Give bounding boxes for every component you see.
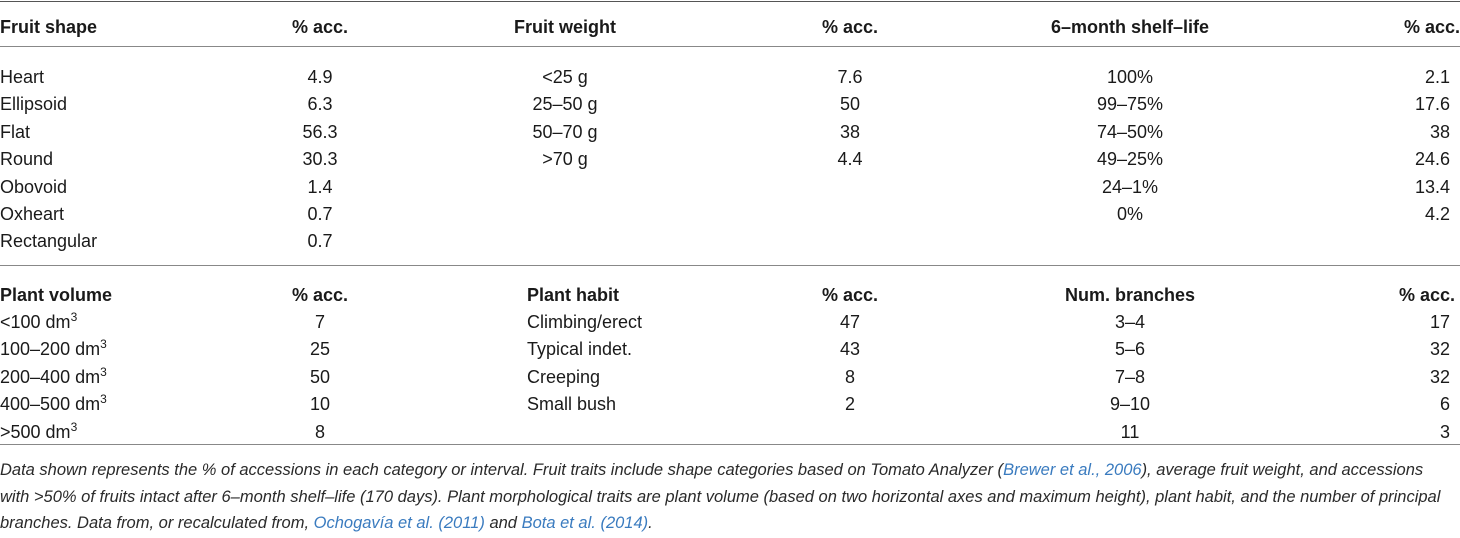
table-cell-weight: >70 g — [542, 149, 588, 170]
table-cell-percent-2: 8 — [844, 366, 855, 387]
table-cell-attribute: Ellipsoid — [0, 94, 68, 115]
table-cell-percent-3: 6 — [1439, 394, 1450, 415]
footnote-ref-ochogavia[interactable]: Ochogavía et al. (2011) — [313, 514, 485, 532]
table-cell-percent-3: 32 — [1429, 366, 1450, 387]
table-cell-percent-1: 25 — [309, 339, 331, 360]
table-cell-percent-1: 6.3 — [307, 94, 333, 115]
cell-unit-exponent: 3 — [70, 310, 78, 324]
cell-unit-base: <100 dm — [0, 312, 71, 332]
table-cell-attribute: Round — [0, 149, 54, 170]
table-top-rule — [0, 1, 1460, 2]
table-cell-branches: 11 — [1120, 421, 1140, 442]
cell-unit-base: 100–200 dm — [0, 339, 101, 360]
column-header-habit: Plant habit — [527, 285, 620, 305]
table-bottom-rule — [0, 444, 1460, 445]
column-header-percent-1: % acc. — [291, 285, 349, 305]
table-cell-shelf-life: 100% — [1106, 67, 1154, 87]
table-cell-habit: Creeping — [527, 366, 601, 387]
table-cell-habit: Typical indet. — [527, 339, 633, 360]
table-cell-percent-2: 43 — [839, 339, 861, 360]
table-cell-percent-1: 7 — [314, 312, 325, 332]
column-header-weight: Fruit weight — [514, 17, 616, 37]
footnote-ref-bota[interactable]: Bota et al. (2014) — [521, 514, 649, 532]
table-cell-percent-1: 4.9 — [307, 67, 333, 87]
footnote-text-3: and — [484, 514, 522, 532]
footnote-text-2: ), average fruit weight, and accessions … — [0, 461, 1441, 532]
table-cell-percent-1: 8 — [314, 421, 325, 442]
table-cell-weight: <25 g — [542, 67, 588, 87]
table-cell-volume: >500 dm3 — [0, 421, 220, 443]
table-cell-percent-1: 1.4 — [307, 176, 333, 197]
cell-unit-exponent: 3 — [100, 337, 107, 352]
table-cell-percent-3: 2.1 — [1424, 67, 1450, 87]
table-cell-volume: 100–200 dm3 — [0, 338, 220, 360]
column-header-percent-3: % acc. — [1403, 17, 1460, 37]
table-cell-shelf-life: 0% — [1116, 204, 1143, 224]
table-cell-percent-3: 17 — [1429, 312, 1450, 332]
table-cell-percent-3: 38 — [1429, 121, 1450, 142]
table-cell-branches: 7–8 — [1114, 366, 1146, 387]
table-cell-percent-1: 56.3 — [302, 121, 338, 142]
table-cell-habit: Small bush — [527, 394, 617, 415]
column-header-percent-1: % acc. — [291, 17, 349, 37]
table-cell-volume: 200–400 dm3 — [0, 366, 220, 388]
table-cell-attribute: Oxheart — [0, 204, 65, 224]
footnote-ref-brewer[interactable]: Brewer et al., 2006 — [1003, 461, 1142, 479]
table-cell-percent-3: 4.2 — [1424, 204, 1450, 224]
header-rule — [0, 46, 1460, 47]
cell-unit-base: >500 dm — [0, 421, 71, 442]
table-cell-volume: 400–500 dm3 — [0, 393, 220, 415]
cell-unit-base: 200–400 dm — [0, 366, 101, 387]
table-cell-branches: 3–4 — [1114, 312, 1146, 332]
table-cell-percent-1: 30.3 — [302, 149, 338, 170]
table-cell-shelf-life: 24–1% — [1101, 176, 1159, 197]
table-cell-volume: <100 dm3 — [0, 311, 220, 333]
table-cell-shelf-life: 49–25% — [1096, 149, 1164, 170]
table-cell-shelf-life: 74–50% — [1096, 121, 1164, 142]
table-cell-percent-1: 50 — [309, 366, 331, 387]
table-cell-weight: 25–50 g — [532, 94, 598, 115]
table-cell-percent-1: 0.7 — [307, 204, 333, 224]
footnote-text-4: . — [648, 514, 653, 532]
table-cell-percent-2: 2 — [844, 394, 855, 415]
section-rule — [0, 265, 1460, 266]
column-header-percent-3: % acc. — [1398, 285, 1455, 305]
table-cell-weight: 50–70 g — [532, 121, 598, 142]
table-cell-percent-3: 24.6 — [1414, 149, 1450, 170]
table-cell-percent-3: 13.4 — [1414, 176, 1450, 197]
table-cell-percent-1: 0.7 — [307, 231, 333, 252]
column-header-volume: Plant volume — [0, 285, 113, 305]
column-header-branches: Num. branches — [1064, 285, 1196, 305]
cell-unit-exponent: 3 — [100, 364, 107, 379]
table-cell-attribute: Heart — [0, 67, 45, 87]
cell-unit-exponent: 3 — [70, 419, 78, 434]
cell-unit-exponent: 3 — [100, 392, 107, 407]
table-cell-branches: 9–10 — [1109, 394, 1151, 415]
table-cell-percent-2: 7.6 — [837, 67, 863, 87]
column-header-percent-2: % acc. — [821, 285, 879, 305]
column-header-shelf-life: 6–month shelf–life — [1050, 17, 1210, 37]
table-cell-percent-2: 4.4 — [837, 149, 863, 170]
footnote-text-1: Data shown represents the % of accession… — [0, 461, 1004, 479]
table-cell-attribute: Rectangular — [0, 231, 98, 252]
table-cell-percent-3: 32 — [1429, 339, 1450, 360]
table-footnote: Data shown represents the % of accession… — [0, 457, 1455, 537]
table-cell-shelf-life: 99–75% — [1096, 94, 1164, 115]
table-cell-attribute: Obovoid — [0, 176, 68, 197]
column-header-attribute: Fruit shape — [0, 17, 98, 37]
table-cell-percent-2: 50 — [839, 94, 861, 115]
table-cell-percent-3: 17.6 — [1414, 94, 1450, 115]
table-cell-attribute: Flat — [0, 121, 31, 142]
table-cell-percent-3: 3 — [1439, 421, 1450, 442]
table-cell-percent-2: 47 — [839, 312, 861, 332]
table-cell-branches: 5–6 — [1114, 339, 1146, 360]
table-cell-percent-1: 10 — [309, 394, 331, 415]
table-cell-habit: Climbing/erect — [527, 312, 643, 332]
cell-unit-base: 400–500 dm — [0, 394, 101, 415]
table-cell-percent-2: 38 — [839, 121, 861, 142]
column-header-percent-2: % acc. — [821, 17, 879, 37]
